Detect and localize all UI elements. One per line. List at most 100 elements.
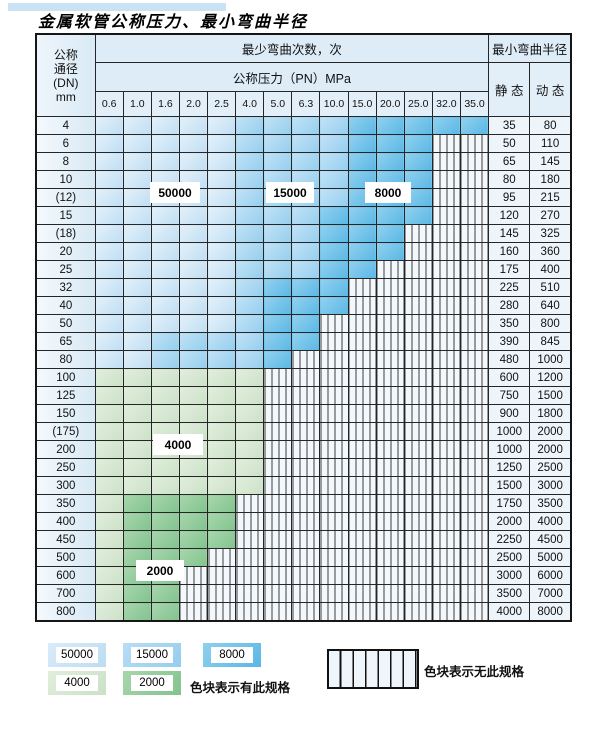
band-cell-15000 <box>291 152 321 171</box>
static-radius-cell: 35 <box>488 116 531 135</box>
no-spec-cell <box>375 440 405 459</box>
band-cell-15000 <box>207 332 237 351</box>
no-spec-cell <box>375 368 405 387</box>
band-cell-15000 <box>319 170 349 189</box>
no-spec-cell <box>431 350 461 369</box>
no-spec-cell <box>178 584 209 603</box>
band-cell-15000 <box>235 314 265 333</box>
no-spec-cell <box>403 422 433 441</box>
band-cell-50000 <box>122 260 152 279</box>
dn-cell: 450 <box>35 530 96 549</box>
no-spec-cell <box>375 278 405 297</box>
band-cell-50000 <box>122 206 152 225</box>
no-spec-cell <box>403 314 433 333</box>
band-cell-8000 <box>347 116 377 135</box>
band-cell-4000 <box>235 386 265 405</box>
static-radius-cell: 2250 <box>488 530 531 549</box>
dynamic-radius-cell: 510 <box>529 278 572 297</box>
no-spec-cell <box>459 296 490 315</box>
band-cell-4000 <box>94 584 124 603</box>
dn-cell: 65 <box>35 332 96 351</box>
no-spec-cell <box>431 332 461 351</box>
bend-cycles-header: 最少弯曲次数，次 <box>94 33 490 63</box>
no-spec-cell <box>431 548 461 567</box>
band-cell-2000 <box>122 494 152 513</box>
no-spec-cell <box>459 476 490 495</box>
no-spec-cell <box>431 278 461 297</box>
no-spec-cell <box>319 440 349 459</box>
no-spec-cell <box>291 566 321 585</box>
no-spec-cell <box>319 530 349 549</box>
no-spec-cell <box>431 314 461 333</box>
band-cell-4000 <box>207 458 237 477</box>
table-row: 800 4000 8000 <box>35 602 572 622</box>
band-cell-4000 <box>94 566 124 585</box>
page-title: 金属软管公称压力、最小弯曲半径 <box>38 12 309 31</box>
band-cell-4000 <box>94 494 124 513</box>
no-spec-cell <box>431 602 461 622</box>
no-spec-cell <box>431 170 461 189</box>
dynamic-radius-cell: 4000 <box>529 512 572 531</box>
no-spec-cell <box>403 350 433 369</box>
band-cell-15000 <box>291 224 321 243</box>
band-cell-8000 <box>403 134 433 153</box>
band-cell-4000 <box>122 386 152 405</box>
band-cell-4000 <box>178 404 209 423</box>
no-spec-cell <box>291 440 321 459</box>
band-cell-50000 <box>94 188 124 207</box>
band-cell-8000 <box>291 278 321 297</box>
dn-cell: (18) <box>35 224 96 243</box>
dynamic-header: 动 态 <box>529 62 572 117</box>
no-spec-cell <box>235 512 265 531</box>
pressure-tick: 2.0 <box>178 91 209 117</box>
dn-cell: 400 <box>35 512 96 531</box>
no-spec-cell <box>431 188 461 207</box>
band-cell-15000 <box>235 188 265 207</box>
no-spec-cell <box>347 602 377 622</box>
band-cell-50000 <box>207 296 237 315</box>
band-cell-50000 <box>94 116 124 135</box>
no-spec-cell <box>263 584 293 603</box>
table-row: 450 2250 4500 <box>35 530 572 549</box>
band-cell-2000 <box>122 602 152 622</box>
no-spec-cell <box>403 566 433 585</box>
static-radius-cell: 3000 <box>488 566 531 585</box>
dn-cell: 8 <box>35 152 96 171</box>
no-spec-cell <box>403 386 433 405</box>
band-cell-50000 <box>178 116 209 135</box>
no-spec-cell <box>291 602 321 622</box>
no-spec-cell <box>263 512 293 531</box>
no-spec-cell <box>403 332 433 351</box>
no-spec-cell <box>431 476 461 495</box>
band-cell-4000 <box>94 602 124 622</box>
no-spec-cell <box>235 602 265 622</box>
band-cell-50000 <box>178 278 209 297</box>
band-cell-4000 <box>122 368 152 387</box>
band-cell-2000 <box>178 512 209 531</box>
band-cell-50000 <box>150 278 180 297</box>
no-spec-cell <box>207 566 237 585</box>
no-spec-cell <box>347 350 377 369</box>
no-spec-cell <box>459 260 490 279</box>
band-cell-4000 <box>122 440 152 459</box>
no-spec-cell <box>291 584 321 603</box>
band-cell-15000 <box>263 134 293 153</box>
no-spec-cell <box>263 386 293 405</box>
band-cell-8000 <box>319 260 349 279</box>
no-spec-cell <box>291 368 321 387</box>
no-spec-cell <box>459 458 490 477</box>
band-cell-4000 <box>178 368 209 387</box>
band-cell-4000 <box>94 386 124 405</box>
dn-cell: 150 <box>35 404 96 423</box>
radius-header: 最小弯曲半径 <box>488 33 572 63</box>
static-radius-cell: 80 <box>488 170 531 189</box>
no-spec-cell <box>431 242 461 261</box>
band-cell-15000 <box>207 350 237 369</box>
static-radius-cell: 1000 <box>488 440 531 459</box>
no-spec-cell <box>459 566 490 585</box>
band-cell-15000 <box>291 116 321 135</box>
no-spec-cell <box>431 530 461 549</box>
band-cell-50000 <box>207 152 237 171</box>
no-spec-cell <box>459 242 490 261</box>
table-row: 500 2500 5000 <box>35 548 572 567</box>
